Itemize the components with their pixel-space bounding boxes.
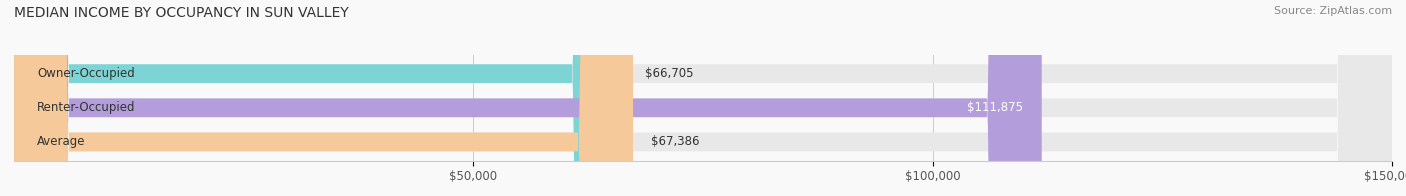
FancyBboxPatch shape — [14, 0, 1392, 196]
Text: $67,386: $67,386 — [651, 135, 700, 148]
FancyBboxPatch shape — [14, 0, 1392, 196]
Text: Source: ZipAtlas.com: Source: ZipAtlas.com — [1274, 6, 1392, 16]
Text: MEDIAN INCOME BY OCCUPANCY IN SUN VALLEY: MEDIAN INCOME BY OCCUPANCY IN SUN VALLEY — [14, 6, 349, 20]
FancyBboxPatch shape — [14, 0, 1392, 196]
Text: Owner-Occupied: Owner-Occupied — [37, 67, 135, 80]
Text: Renter-Occupied: Renter-Occupied — [37, 101, 135, 114]
Text: $66,705: $66,705 — [645, 67, 693, 80]
FancyBboxPatch shape — [14, 0, 633, 196]
FancyBboxPatch shape — [14, 0, 1042, 196]
Text: Average: Average — [37, 135, 86, 148]
Text: $111,875: $111,875 — [967, 101, 1024, 114]
FancyBboxPatch shape — [14, 0, 627, 196]
